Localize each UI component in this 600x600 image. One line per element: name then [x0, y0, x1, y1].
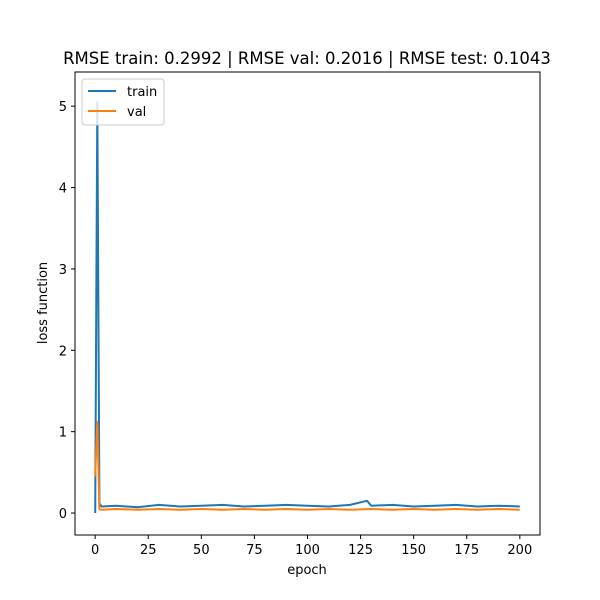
y-tick-label: 3 — [59, 263, 67, 278]
series-line-train — [94, 101, 520, 514]
x-tick-label: 200 — [507, 543, 532, 558]
y-tick-label: 2 — [59, 344, 67, 359]
legend: train val — [81, 78, 165, 126]
x-tick-label: 0 — [91, 543, 99, 558]
x-tick-label: 125 — [348, 543, 373, 558]
x-tick-label: 50 — [193, 543, 210, 558]
legend-val-label: val — [127, 105, 146, 120]
x-tick-label: 150 — [401, 543, 426, 558]
y-tick-label: 1 — [59, 426, 67, 441]
y-axis: 0 1 2 3 4 5 — [59, 100, 75, 522]
series-line-val — [94, 420, 520, 511]
x-tick-label: 175 — [454, 543, 479, 558]
y-axis-label: loss function — [36, 262, 51, 344]
x-axis: 0 25 50 75 100 125 150 175 200 — [91, 535, 532, 558]
legend-train-label: train — [127, 85, 157, 100]
plot-area — [94, 101, 520, 514]
x-tick-label: 100 — [295, 543, 320, 558]
y-tick-label: 4 — [59, 182, 67, 197]
chart-title: RMSE train: 0.2992 | RMSE val: 0.2016 | … — [63, 49, 551, 68]
series-layer — [94, 101, 520, 514]
x-tick-label: 75 — [246, 543, 263, 558]
y-tick-label: 5 — [59, 100, 67, 115]
x-axis-label: epoch — [287, 563, 327, 578]
y-tick-label: 0 — [59, 507, 67, 522]
x-tick-label: 25 — [140, 543, 157, 558]
